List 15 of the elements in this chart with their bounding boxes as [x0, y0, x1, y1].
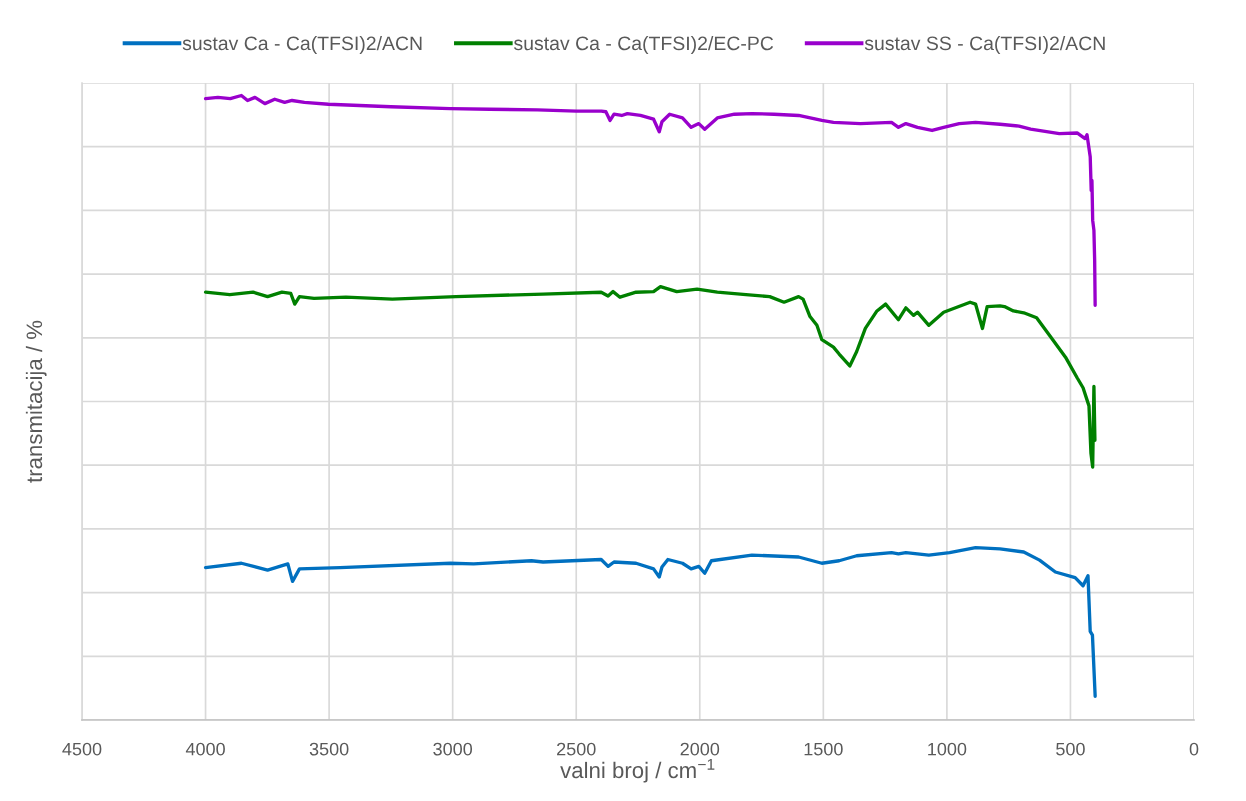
x-tick-label: 500	[1056, 742, 1085, 756]
x-tick-label: 1500	[804, 742, 843, 756]
legend-label: sustav Ca - Ca(TFSI)2/ACN	[182, 35, 422, 55]
x-tick-label: 3500	[309, 742, 349, 756]
x-tick-label: 2000	[680, 742, 720, 756]
x-axis-title: valni broj / cm$^{−1}$	[560, 759, 715, 783]
x-tick-label: 4500	[62, 742, 102, 756]
x-tick-label: 0	[1189, 742, 1199, 756]
x-tick-label: 1000	[928, 742, 967, 756]
legend-label: sustav SS - Ca(TFSI)2/ACN	[864, 35, 1105, 55]
y-axis-title: transmitacija / %	[25, 320, 47, 483]
x-tick-label: 3000	[433, 742, 473, 756]
x-tick-label: 4000	[185, 742, 225, 756]
x-tick-label: 2500	[557, 742, 596, 756]
legend-label: sustav Ca - Ca(TFSI)2/EC-PC	[514, 35, 774, 55]
